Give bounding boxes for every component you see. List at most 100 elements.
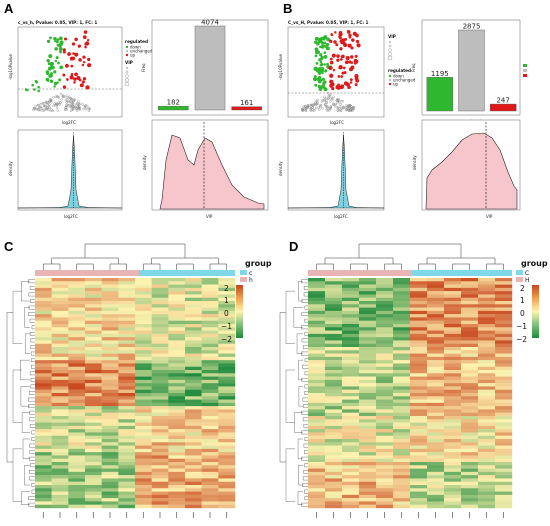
heatmap-cell — [495, 488, 513, 492]
heatmap-cell — [51, 396, 69, 400]
heatmap-cell — [308, 458, 326, 463]
point-down — [56, 43, 60, 47]
heatmap-cell — [359, 471, 377, 476]
heatmap-cell — [201, 287, 219, 292]
heatmap-cell — [495, 278, 513, 282]
heatmap-cell — [359, 333, 377, 338]
point-unchanged — [323, 95, 326, 98]
heatmap-cell — [359, 366, 377, 371]
heatmap-cell — [410, 353, 428, 358]
heatmap-cell — [151, 452, 169, 456]
panel-letter-a: A — [4, 1, 14, 16]
point-unchanged — [64, 107, 67, 111]
heatmap-cell — [410, 314, 428, 318]
heatmap-cell — [35, 314, 52, 318]
heatmap-cell — [359, 504, 377, 509]
heatmap-cell — [444, 409, 462, 413]
point-up — [71, 56, 76, 61]
legend-down-dot-b — [388, 74, 392, 78]
heatmap-cell — [35, 360, 52, 364]
heatmap-cell — [135, 498, 152, 502]
heatmap-cell — [135, 471, 152, 476]
heatmap-cell — [35, 317, 52, 321]
heatmap-cell — [376, 383, 394, 387]
heatmap-cell — [185, 448, 202, 453]
heatmap-cell — [410, 347, 428, 351]
heatmap-cell — [444, 435, 462, 440]
heatmap-cell — [201, 278, 219, 282]
heatmap-cell — [201, 317, 219, 321]
legend-label-d-group2: H — [525, 277, 530, 284]
heatmap-cell — [51, 310, 69, 315]
point-up — [331, 53, 336, 58]
heatmap-cell — [342, 389, 360, 394]
heatmap-cell — [118, 301, 136, 305]
heatmap-cell — [118, 501, 136, 505]
heatmap-cell — [68, 373, 86, 377]
heatmap-cell — [218, 458, 236, 463]
point-down — [326, 37, 331, 42]
point-unchanged — [329, 100, 332, 103]
heatmap-cell — [427, 488, 445, 492]
point-down — [314, 54, 318, 58]
heatmap-cell — [101, 376, 119, 381]
heatmap-cell — [393, 314, 411, 318]
heatmap-cell — [393, 376, 411, 381]
heatmap-cell — [168, 458, 186, 463]
heatmap-cell — [201, 481, 219, 486]
heatmap-cell — [342, 402, 360, 407]
heatmap-cell — [359, 304, 377, 308]
heatmap-cell — [101, 278, 119, 282]
heatmap-cell — [201, 320, 219, 325]
heatmap-cell — [101, 448, 119, 453]
heatmap-cell — [151, 393, 169, 397]
heatmap-cell — [218, 383, 236, 387]
heatmap-cell — [218, 416, 236, 420]
heatmap-cell — [478, 429, 496, 433]
heatmap-cell — [68, 340, 86, 344]
heatmap-cell — [325, 376, 343, 381]
heatmap-cell — [35, 386, 52, 390]
heatmap-cell — [325, 425, 343, 430]
heatmap-cell — [201, 396, 219, 400]
heatmap-cell — [218, 307, 236, 312]
heatmap-cell — [308, 301, 326, 305]
heatmap-cell — [478, 425, 496, 430]
heatmap-cell — [495, 301, 513, 305]
point-down — [34, 79, 38, 83]
point-unchanged — [312, 103, 316, 106]
point-up — [350, 55, 354, 59]
heatmap-cell — [461, 498, 479, 502]
heatmap-cell — [359, 330, 377, 335]
heatmap-cell — [342, 439, 360, 443]
heatmap-cell — [495, 389, 513, 394]
volcano-xlabel-b: log2FC — [330, 120, 344, 125]
heatmap-cell — [168, 462, 186, 466]
heatmap-cell — [427, 468, 445, 473]
heatmap-cell — [410, 301, 428, 305]
heatmap-cell — [359, 458, 377, 463]
heatmap-cell — [427, 297, 445, 302]
heatmap-cell — [85, 287, 102, 292]
heatmap-cell — [101, 333, 119, 338]
heatmap-cell — [168, 287, 186, 292]
heatmap-cell — [118, 481, 136, 486]
heatmap-cell — [495, 330, 513, 335]
heatmap-cell — [444, 278, 462, 282]
point-unchanged — [324, 104, 328, 108]
heatmap-cell — [410, 343, 428, 348]
heatmap-cell — [101, 416, 119, 420]
heatmap-cell — [85, 462, 102, 466]
heatmap-cell — [68, 337, 86, 341]
heatmap-cell — [393, 350, 411, 354]
heatmap-cell — [168, 294, 186, 298]
heatmap-cell — [118, 366, 136, 371]
legend-down-label-b: down — [393, 73, 404, 78]
heatmap-cell — [410, 435, 428, 440]
heatmap-cell — [376, 356, 394, 361]
heatmap-cell — [185, 281, 202, 285]
heatmap-cell — [118, 455, 136, 459]
heatmap-cell — [68, 504, 86, 509]
heatmap-cell — [325, 396, 343, 400]
